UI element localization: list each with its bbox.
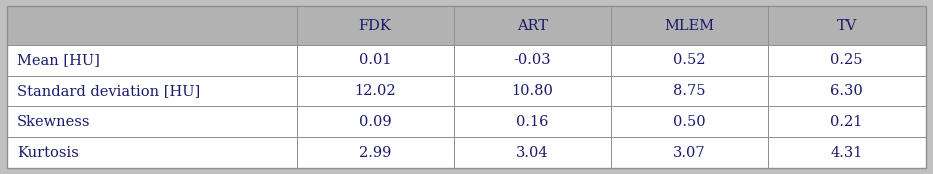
Bar: [453, 45, 610, 76]
Bar: [768, 76, 926, 106]
Text: 0.09: 0.09: [359, 115, 392, 129]
Bar: [610, 6, 768, 45]
Bar: [610, 76, 768, 106]
Bar: [610, 45, 768, 76]
Text: Standard deviation [HU]: Standard deviation [HU]: [17, 84, 200, 98]
Bar: [453, 6, 610, 45]
Text: 4.31: 4.31: [830, 145, 863, 160]
Bar: [7, 106, 297, 137]
Bar: [7, 6, 297, 45]
Text: 6.30: 6.30: [830, 84, 863, 98]
Bar: [610, 137, 768, 168]
Text: 0.21: 0.21: [830, 115, 863, 129]
Bar: [297, 6, 453, 45]
Bar: [610, 106, 768, 137]
Text: 10.80: 10.80: [511, 84, 553, 98]
Text: 12.02: 12.02: [355, 84, 396, 98]
Text: TV: TV: [836, 18, 856, 33]
Bar: [7, 76, 297, 106]
Text: MLEM: MLEM: [664, 18, 714, 33]
Bar: [768, 45, 926, 76]
Bar: [453, 137, 610, 168]
Bar: [453, 76, 610, 106]
Bar: [453, 106, 610, 137]
Text: Skewness: Skewness: [17, 115, 91, 129]
Text: ART: ART: [517, 18, 548, 33]
Text: 3.04: 3.04: [516, 145, 549, 160]
Bar: [297, 106, 453, 137]
Text: -0.03: -0.03: [513, 53, 551, 67]
Text: FDK: FDK: [358, 18, 392, 33]
Text: Kurtosis: Kurtosis: [17, 145, 78, 160]
Text: 2.99: 2.99: [359, 145, 391, 160]
Bar: [768, 6, 926, 45]
Bar: [297, 137, 453, 168]
Text: 0.50: 0.50: [673, 115, 705, 129]
Bar: [7, 45, 297, 76]
Bar: [768, 106, 926, 137]
Text: Mean [HU]: Mean [HU]: [17, 53, 100, 67]
Text: 0.16: 0.16: [516, 115, 549, 129]
Bar: [297, 76, 453, 106]
Text: 0.01: 0.01: [359, 53, 392, 67]
Bar: [7, 137, 297, 168]
Text: 0.25: 0.25: [830, 53, 863, 67]
Bar: [297, 45, 453, 76]
Text: 3.07: 3.07: [673, 145, 705, 160]
Text: 0.52: 0.52: [673, 53, 705, 67]
Bar: [768, 137, 926, 168]
Text: 8.75: 8.75: [673, 84, 705, 98]
